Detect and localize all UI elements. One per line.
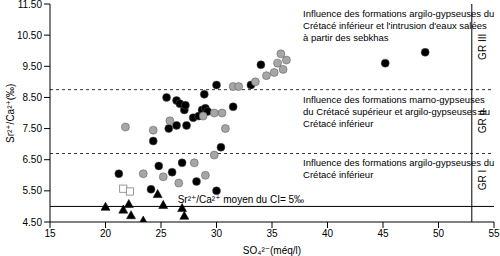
svg-text:4.50: 4.50 [23, 217, 43, 228]
svg-text:Sr²⁺/Ca²⁺(‰): Sr²⁺/Ca²⁺(‰) [8, 84, 16, 143]
svg-text:Influence des formations argil: Influence des formations argilo-gypseuse… [303, 8, 492, 43]
svg-text:8.50: 8.50 [23, 92, 43, 103]
svg-text:SO₄²⁻(méq/l): SO₄²⁻(méq/l) [243, 245, 301, 256]
svg-text:35: 35 [266, 228, 278, 239]
svg-text:45: 45 [377, 228, 389, 239]
svg-text:GR II: GR II [477, 110, 488, 133]
svg-text:25: 25 [155, 228, 167, 239]
svg-text:Influence des formations argil: Influence des formations argilo-gypseuse… [303, 157, 492, 180]
svg-text:6.50: 6.50 [23, 154, 43, 165]
svg-text:40: 40 [322, 228, 334, 239]
svg-text:9.50: 9.50 [23, 61, 43, 72]
svg-text:55: 55 [488, 228, 492, 239]
svg-text:7.50: 7.50 [23, 123, 43, 134]
svg-text:30: 30 [211, 228, 223, 239]
svg-text:20: 20 [100, 228, 112, 239]
svg-text:15: 15 [44, 228, 56, 239]
svg-text:GR I: GR I [477, 170, 488, 191]
svg-text:5.50: 5.50 [23, 185, 43, 196]
svg-text:Influence des formations marno: Influence des formations marno-gypseuses… [303, 94, 490, 129]
svg-text:50: 50 [433, 228, 445, 239]
svg-text:Sr²⁺/Ca²⁺ moyen du CI= 5‰: Sr²⁺/Ca²⁺ moyen du CI= 5‰ [178, 194, 304, 205]
svg-text:11.50: 11.50 [18, 0, 43, 10]
svg-text:10.50: 10.50 [17, 30, 42, 41]
svg-text:GR III: GR III [477, 34, 488, 60]
